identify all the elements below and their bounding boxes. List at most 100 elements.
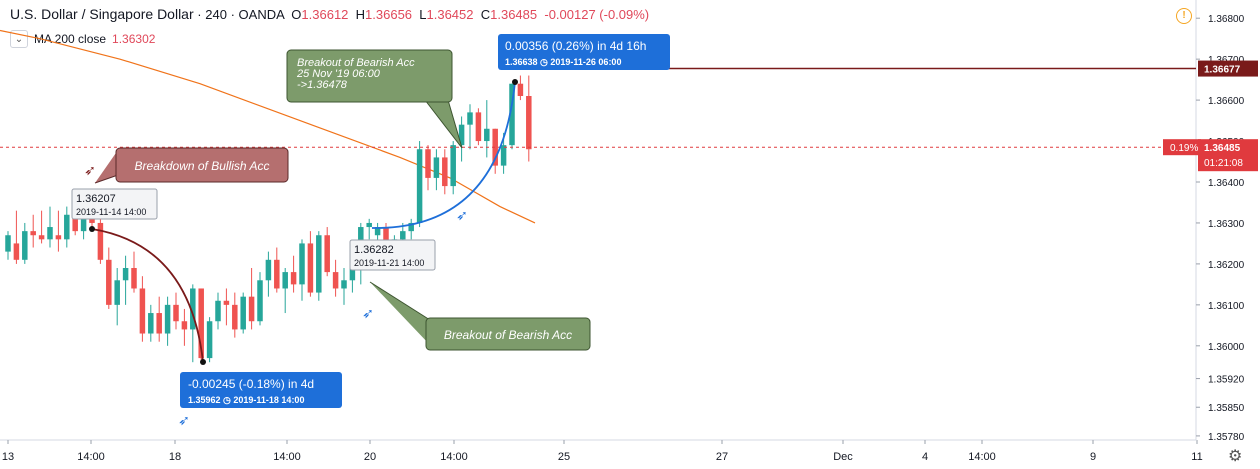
high-label: H xyxy=(355,7,366,22)
time-tick-label: 14:00 xyxy=(968,451,996,463)
candle-body xyxy=(114,280,120,305)
candle-body xyxy=(13,243,20,260)
interval[interactable]: 240 xyxy=(205,7,227,22)
candle-body xyxy=(274,259,280,289)
candle-body xyxy=(290,272,297,285)
price-tick-label: 1.35850 xyxy=(1208,403,1245,414)
candle-body xyxy=(38,235,45,240)
change-value: -0.00127 (-0.09%) xyxy=(544,7,650,22)
candle-body xyxy=(198,288,204,359)
candle-body xyxy=(47,227,53,240)
candle-body xyxy=(265,259,272,281)
candle-body xyxy=(383,227,389,248)
candle-body xyxy=(492,128,498,166)
point2-price: 1.36282 xyxy=(354,244,394,256)
breakout-curve xyxy=(371,81,516,229)
high-value: 1.36656 xyxy=(365,7,413,22)
breakdown-callout-text: Breakdown of Bullish Acc xyxy=(135,159,270,173)
candle-body xyxy=(80,210,87,232)
bar-countdown: 01:21:08 xyxy=(1204,158,1243,169)
time-tick-label: Dec xyxy=(833,451,853,463)
info-icon[interactable]: ! xyxy=(1176,8,1192,24)
candle-body xyxy=(341,280,347,289)
broker: OANDA xyxy=(238,7,285,22)
chevron-down-icon[interactable]: ⌄ xyxy=(10,30,28,48)
point2-label-box xyxy=(349,239,436,271)
candle-body xyxy=(349,263,356,281)
breakout-callout-top-pointer xyxy=(424,99,463,149)
ma200-line xyxy=(0,29,536,224)
candle-body xyxy=(215,300,221,322)
point1-date: 2019-11-14 14:00 xyxy=(76,207,146,217)
candle-body xyxy=(248,296,255,322)
point1-price: 1.36207 xyxy=(76,193,116,205)
symbol-name[interactable]: U.S. Dollar / Singapore Dollar xyxy=(10,6,194,22)
candle-body xyxy=(190,288,196,330)
time-tick-label: 13 xyxy=(2,451,14,463)
candle-body xyxy=(517,83,524,96)
candle-body xyxy=(316,235,322,293)
time-tick-label: 20 xyxy=(364,451,376,463)
breakdown-end-point xyxy=(200,359,206,365)
candle-body xyxy=(467,112,473,125)
candle-body xyxy=(307,243,314,293)
measure-up-box xyxy=(498,34,670,70)
breakout-callout-top-box xyxy=(286,49,453,103)
candle-body xyxy=(64,214,70,240)
breakout-callout-bottom-pointer xyxy=(369,281,431,345)
time-tick-label: 4 xyxy=(922,451,928,463)
candle-body xyxy=(366,222,372,228)
price-tick-label: 1.36200 xyxy=(1208,260,1245,271)
breakdown-callout-pointer xyxy=(94,150,119,184)
measure-down-box xyxy=(180,372,342,408)
price-tick-label: 1.35780 xyxy=(1208,432,1245,443)
time-tick-label: 18 xyxy=(169,451,181,463)
candle-body xyxy=(106,259,112,305)
header-sep: · xyxy=(197,7,202,22)
candle-body xyxy=(475,112,482,142)
point2-date: 2019-11-21 14:00 xyxy=(354,258,424,268)
time-tick-label: 14:00 xyxy=(273,451,301,463)
breakout-callout-top-line: ->1.36478 xyxy=(297,79,348,91)
candle-body xyxy=(408,222,414,232)
candle-body xyxy=(450,145,456,187)
price-tick-label: 1.36600 xyxy=(1208,96,1245,107)
candle-body xyxy=(55,235,62,240)
measure-down-title: -0.00245 (-0.18%) in 4d xyxy=(188,377,314,391)
candle-body xyxy=(324,235,330,273)
candle-body xyxy=(122,268,129,281)
candle-body xyxy=(223,300,230,305)
time-tick-label: 25 xyxy=(558,451,570,463)
candle-body xyxy=(442,157,448,187)
breakout-callout-top-line: Breakout of Bearish Acc xyxy=(297,57,415,69)
candle-body xyxy=(97,222,104,260)
candle-body xyxy=(425,149,431,178)
time-tick-label: 9 xyxy=(1090,451,1096,463)
candle-body xyxy=(156,313,162,334)
breakout-callout-bottom-box xyxy=(425,317,591,351)
point1-label-box xyxy=(71,188,158,220)
candle-body xyxy=(240,296,246,330)
candle-body xyxy=(5,235,11,252)
candle-body xyxy=(509,83,515,146)
candle-body xyxy=(332,272,339,289)
measure-down-sub: 1.35962 ◷ 2019-11-18 14:00 xyxy=(188,395,304,405)
breakdown-callout-box xyxy=(115,147,289,183)
open-label: O xyxy=(291,7,302,22)
breakout-end-point xyxy=(512,79,518,85)
gear-icon[interactable]: ⚙ xyxy=(1228,448,1243,465)
candle-body xyxy=(30,231,36,236)
candle-body xyxy=(232,304,238,330)
candle-body xyxy=(139,288,146,334)
candle-body xyxy=(458,124,465,146)
price-tick-label: 1.36400 xyxy=(1208,178,1245,189)
price-tick-label: 1.36000 xyxy=(1208,342,1245,353)
candle-body xyxy=(148,313,154,334)
current-change-pct: 0.19% xyxy=(1170,143,1198,154)
price-tick-label: 1.36300 xyxy=(1208,219,1245,230)
chart-header: U.S. Dollar / Singapore Dollar · 240 · O… xyxy=(10,6,649,22)
candle-body xyxy=(206,321,213,359)
time-tick-label: 27 xyxy=(716,451,728,463)
indicator-name[interactable]: MA 200 close xyxy=(34,32,107,46)
